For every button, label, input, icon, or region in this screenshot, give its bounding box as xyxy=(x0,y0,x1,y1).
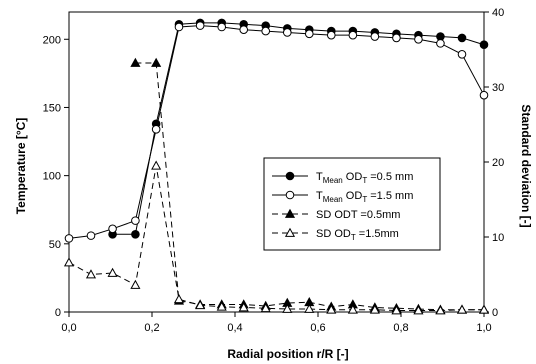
y-right-tick-label: 40 xyxy=(492,7,504,19)
y-axis-right-title: Standard deviation [-] xyxy=(519,104,533,227)
series-4-line xyxy=(68,165,484,311)
series-2-point xyxy=(436,39,445,48)
y-left-tick-label: 0 xyxy=(55,307,61,319)
legend-label: TMean ODT =1.5 mm xyxy=(316,190,413,204)
x-tick-label: 0,8 xyxy=(393,322,408,334)
series-4-point xyxy=(326,304,337,314)
y-left-tick-label: 200 xyxy=(43,34,61,46)
x-tick-label: 1,0 xyxy=(476,322,491,334)
series-2-point xyxy=(131,216,140,225)
series-2-point xyxy=(392,33,401,43)
x-axis-title: Radial position r/R [-] xyxy=(227,347,348,361)
series-4-point xyxy=(130,279,141,289)
series-2-point xyxy=(348,30,358,40)
y-right-tick-label: 0 xyxy=(492,307,498,319)
y-right-tick-label: 20 xyxy=(492,157,504,169)
series-4-point xyxy=(85,269,97,279)
series-2-point xyxy=(86,231,96,240)
series-4-point xyxy=(456,304,468,314)
series-2-point xyxy=(370,32,380,41)
series-4-point xyxy=(195,300,206,310)
legend-marker xyxy=(284,227,296,237)
series-4-point xyxy=(173,294,185,304)
legend-marker xyxy=(285,190,295,200)
series-1-point xyxy=(457,33,467,43)
series-2-point xyxy=(479,90,489,100)
plot-area xyxy=(63,18,490,315)
series-4-point xyxy=(347,304,358,314)
series-1-point xyxy=(479,40,489,50)
series-2-point xyxy=(414,34,423,44)
series-4-point xyxy=(304,303,315,313)
series-4-point xyxy=(260,303,271,313)
series-1-point xyxy=(131,229,140,239)
series-4 xyxy=(63,160,490,315)
legend-entry-3: SD ODT =0.5mm xyxy=(272,208,400,221)
y-axis-left-title: Temperature [°C] xyxy=(14,118,28,215)
series-2-point xyxy=(282,28,292,37)
x-tick-label: 0,6 xyxy=(310,322,325,334)
y-left-tick-label: 150 xyxy=(43,102,61,114)
series-3-point xyxy=(130,57,141,67)
series-4-point xyxy=(391,305,402,315)
legend-label: SD ODT =1.5mm xyxy=(316,228,399,242)
legend-entry-2: TMean ODT =1.5 mm xyxy=(272,190,413,204)
series-2-point xyxy=(195,21,205,30)
x-tick-label: 0,4 xyxy=(227,322,242,334)
series-4-point xyxy=(107,267,118,277)
x-tick-label: 0,0 xyxy=(61,322,76,334)
x-tick-label: 0,2 xyxy=(144,322,159,334)
series-4-point xyxy=(478,304,490,314)
series-2-point xyxy=(239,25,249,35)
y-right-tick-label: 10 xyxy=(492,232,504,244)
series-4-point xyxy=(238,302,249,312)
series-2-point xyxy=(217,22,227,32)
series-2-point xyxy=(151,124,161,134)
series-2-point xyxy=(304,29,314,39)
series-2-point xyxy=(261,26,271,36)
series-4-point xyxy=(216,301,227,311)
y-left-tick-label: 50 xyxy=(49,239,61,251)
y-right-tick-label: 30 xyxy=(492,82,504,94)
series-2-point xyxy=(326,30,336,40)
series-4-point xyxy=(151,160,162,170)
series-4-point xyxy=(282,303,293,313)
legend-entry-1: TMean ODT =0.5 mm xyxy=(272,171,413,185)
series-4-point xyxy=(435,305,446,315)
legend-marker xyxy=(285,171,295,181)
legend: TMean ODT =0.5 mm TMean ODT =1.5 mm SD ODT… xyxy=(263,157,441,251)
series-4-point xyxy=(63,257,75,267)
legend-label: SD ODT =0.5mm xyxy=(316,209,400,221)
y-left-tick-label: 100 xyxy=(43,171,61,183)
legend-marker xyxy=(284,208,296,218)
series-3-point xyxy=(151,57,162,67)
series-2-point xyxy=(457,49,467,59)
series-2 xyxy=(64,21,489,243)
series-2-point xyxy=(108,224,117,234)
series-2-point xyxy=(174,22,184,32)
series-4-point xyxy=(369,304,380,314)
series-2-point xyxy=(64,234,74,243)
legend-label: TMean ODT =0.5 mm xyxy=(316,171,413,185)
legend-entry-4: SD ODT =1.5mm xyxy=(272,227,399,242)
series-4-point xyxy=(413,305,424,315)
